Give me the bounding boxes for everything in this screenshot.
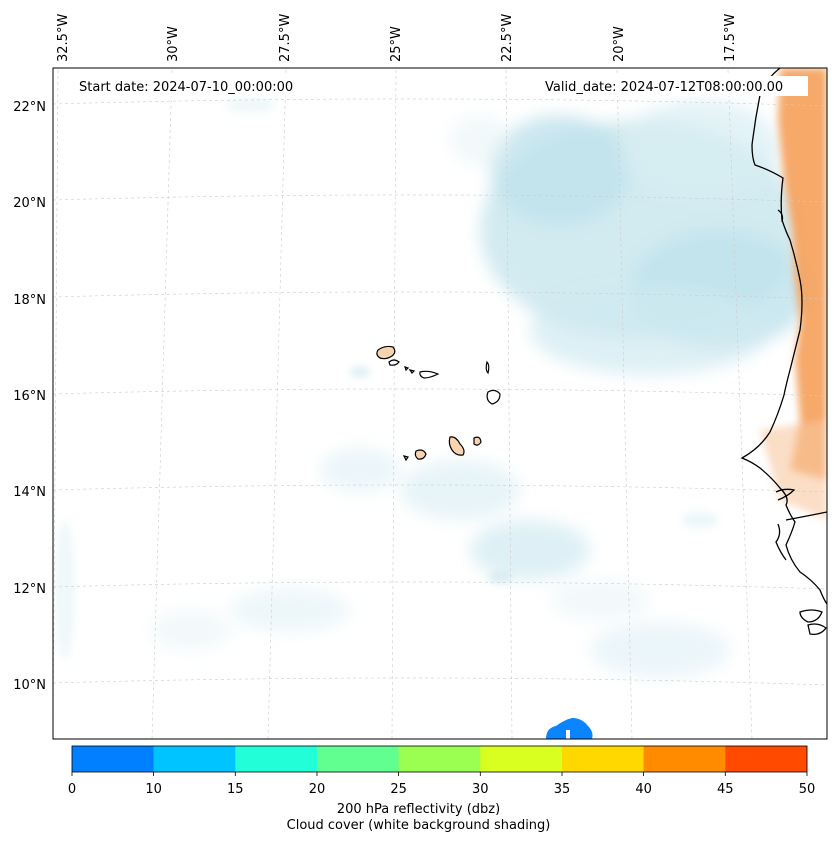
- cloud-band-east: [530, 285, 770, 375]
- graticule: [53, 69, 827, 739]
- lon-label-30: 30°W: [166, 26, 181, 62]
- colorbar-label-20: 20: [309, 782, 326, 797]
- lon-label-20: 20°W: [612, 26, 627, 62]
- colorbar-label-25: 25: [390, 782, 407, 797]
- cloud-strip-west: [55, 520, 75, 660]
- latitude-labels: 22°N 20°N 18°N 16°N 14°N 12°N 10°N: [13, 100, 46, 693]
- cloud-cover-shading: [55, 97, 810, 678]
- colorbar-swatch-30-35: [480, 746, 563, 772]
- cloud-wisp-south: [488, 571, 512, 583]
- colorbar-tick-labels: 0 10 15 20 25 30 35 40 45 50: [68, 782, 815, 797]
- lon-label-25: 25°W: [389, 26, 404, 62]
- grid-line-lat-10: [53, 677, 827, 686]
- coastline-river: [775, 523, 787, 561]
- cloud-patch-southeast: [590, 622, 730, 678]
- cloud-patch-top: [450, 115, 510, 165]
- island-santiago: [448, 436, 465, 456]
- cloud-patch-southwest: [230, 588, 350, 632]
- grid-line-lat-18: [53, 291, 827, 300]
- colorbar-swatch-35-40: [562, 746, 644, 772]
- island-brava: [402, 455, 409, 462]
- start-date-label: Start date: 2024-07-10_00:00:00: [79, 80, 293, 95]
- colorbar-swatch-15-20: [235, 746, 318, 772]
- colorbar-label-30: 30: [472, 782, 489, 797]
- colorbar-swatch-0-10: [72, 746, 154, 772]
- lon-label-17-5: 17.5°W: [723, 14, 738, 62]
- cloud-mass-north: [490, 115, 630, 225]
- island-sao-vicente: [388, 359, 400, 366]
- island-santo-antao: [376, 345, 396, 360]
- lon-label-32-5: 32.5°W: [56, 14, 71, 62]
- colorbar-ticks: [71, 772, 808, 776]
- grid-line-lat-16: [53, 388, 827, 397]
- colorbar-label-50: 50: [799, 782, 816, 797]
- island-boa-vista: [486, 389, 501, 405]
- cloud-patch-west: [320, 448, 400, 492]
- coastline-cape: [777, 209, 784, 223]
- island-maio: [473, 436, 482, 446]
- colorbar: 0 10 15 20 25 30 35 40 45 50: [68, 745, 815, 797]
- lat-label-14: 14°N: [13, 485, 46, 500]
- lat-label-12: 12°N: [13, 582, 46, 597]
- colorbar-label-15: 15: [227, 782, 244, 797]
- lat-label-20: 20°N: [13, 196, 46, 211]
- cloud-wisp-north: [225, 97, 275, 113]
- island-bijagos-1: [799, 609, 823, 623]
- lon-label-22-5: 22.5°W: [500, 14, 515, 62]
- cloud-patch-south: [470, 520, 590, 580]
- colorbar-label-10: 10: [145, 782, 162, 797]
- colorbar-swatch-25-30: [398, 746, 481, 772]
- island-sal: [485, 360, 490, 375]
- grid-line-lat-20: [53, 194, 827, 203]
- colorbar-frame: [71, 745, 808, 773]
- cloud-patch-far-southwest: [150, 610, 230, 650]
- lat-label-10: 10°N: [13, 678, 46, 693]
- map-area: Start date: 2024-07-10_00:00:00 Valid_da…: [53, 68, 827, 739]
- reflectivity-cell: [546, 718, 593, 739]
- cape-verde-islands: [376, 345, 501, 462]
- colorbar-label-0: 0: [68, 782, 76, 797]
- grid-line-lat-12: [53, 581, 827, 590]
- island-bijagos-2: [807, 623, 827, 636]
- grid-line-lat-22: [53, 98, 827, 107]
- island-islet: [408, 369, 416, 374]
- cloud-wisp-island: [350, 367, 370, 377]
- grid-line-lat-14: [53, 484, 827, 493]
- valid-date-label: Valid_date: 2024-07-12T08:00:00.00: [545, 80, 783, 95]
- coastline-west-africa: [740, 68, 827, 636]
- colorbar-label-45: 45: [717, 782, 734, 797]
- land-shading: [760, 68, 827, 520]
- valid-date-box: [540, 76, 808, 96]
- cloud-wisp-east: [682, 512, 718, 528]
- lat-label-16: 16°N: [13, 389, 46, 404]
- colorbar-swatch-40-45: [643, 746, 726, 772]
- lat-label-22: 22°N: [13, 100, 46, 115]
- colorbar-swatch-45-50: [725, 746, 808, 772]
- coastline-gambia: [775, 488, 796, 501]
- start-date-box: [74, 76, 312, 96]
- coastline-border: [785, 511, 827, 521]
- colorbar-swatch-20-25: [317, 746, 399, 772]
- colorbar-label-35: 35: [554, 782, 571, 797]
- cloud-mass-upper: [620, 100, 780, 200]
- island-sao-nicolau: [419, 370, 440, 379]
- colorbar-subtitle: Cloud cover (white background shading): [286, 818, 551, 833]
- cloud-patch-south-east: [550, 580, 650, 620]
- colorbar-label-40: 40: [635, 782, 652, 797]
- colorbar-title: 200 hPa reflectivity (dbz): [336, 802, 501, 817]
- lat-label-18: 18°N: [13, 293, 46, 308]
- land-shading-west-africa: [778, 68, 827, 480]
- island-fogo: [414, 449, 427, 460]
- longitude-labels: 32.5°W 30°W 27.5°W 25°W 22.5°W 20°W 17.5…: [56, 14, 738, 62]
- reflectivity-cell-gap: [566, 730, 570, 739]
- cloud-patch-central: [400, 460, 520, 520]
- colorbar-swatch-10-15: [153, 746, 236, 772]
- island-santa-luzia: [404, 366, 410, 372]
- colorbar-swatches: [72, 746, 808, 772]
- lon-label-27-5: 27.5°W: [278, 14, 293, 62]
- map-frame: [52, 67, 828, 740]
- coastline-mainland: [740, 68, 827, 605]
- land-shading-senegal: [760, 420, 827, 520]
